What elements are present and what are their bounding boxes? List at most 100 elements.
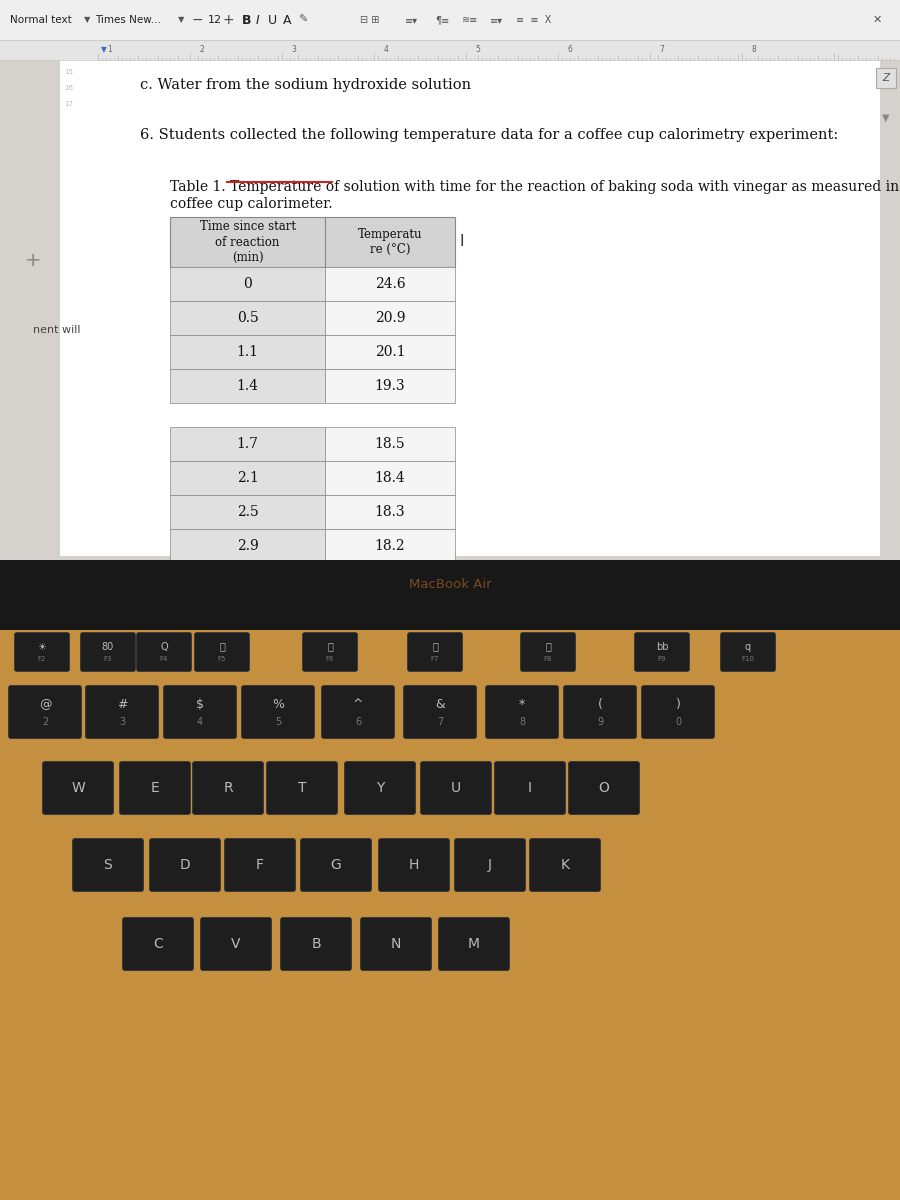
FancyBboxPatch shape (301, 839, 372, 892)
Text: 5: 5 (475, 46, 481, 54)
Text: Times New...: Times New... (95, 14, 161, 25)
Text: 7: 7 (436, 716, 443, 727)
Text: a. Calculate ΔT and show your work.  b. Is the: a. Calculate ΔT and show your work. b. I… (170, 619, 513, 634)
Text: 4: 4 (197, 716, 203, 727)
Text: 9: 9 (597, 716, 603, 727)
Text: ≡  ≡  X: ≡ ≡ X (516, 14, 552, 25)
Text: C: C (153, 937, 163, 950)
Text: Time since start
of reaction
(min): Time since start of reaction (min) (200, 221, 295, 264)
Text: 4: 4 (383, 46, 389, 54)
Text: ¶≡: ¶≡ (435, 14, 449, 25)
Text: ≡▾: ≡▾ (405, 14, 418, 25)
Text: #: # (117, 698, 127, 710)
Text: 6: 6 (568, 46, 572, 54)
Text: 2: 2 (42, 716, 48, 727)
Text: 20.9: 20.9 (374, 311, 405, 325)
Text: 3: 3 (292, 46, 296, 54)
Text: 🎤: 🎤 (219, 642, 225, 652)
Text: B: B (311, 937, 320, 950)
Text: 19.3: 19.3 (374, 379, 405, 392)
FancyBboxPatch shape (73, 839, 143, 892)
FancyBboxPatch shape (42, 762, 113, 815)
Bar (325, 427, 455, 461)
Text: 1.1: 1.1 (237, 346, 258, 359)
Text: R: R (223, 781, 233, 794)
Text: H: H (409, 858, 419, 872)
FancyBboxPatch shape (281, 918, 352, 971)
Text: G: G (330, 858, 341, 872)
FancyBboxPatch shape (224, 839, 295, 892)
Bar (325, 494, 455, 529)
FancyBboxPatch shape (379, 839, 449, 892)
Text: 18.3: 18.3 (374, 505, 405, 518)
Text: O: O (598, 781, 609, 794)
Text: 5: 5 (274, 716, 281, 727)
Text: F10: F10 (742, 656, 754, 662)
Bar (325, 529, 455, 563)
FancyBboxPatch shape (420, 762, 491, 815)
Text: ⏭: ⏭ (432, 642, 438, 652)
Text: 6. Students collected the following temperature data for a coffee cup calorimetr: 6. Students collected the following temp… (140, 128, 838, 142)
Text: 🌙: 🌙 (327, 642, 333, 652)
Text: F7: F7 (431, 656, 439, 662)
Text: M: M (468, 937, 480, 950)
Text: &: & (435, 698, 445, 710)
Text: 6: 6 (355, 716, 361, 727)
Text: 16: 16 (64, 85, 73, 91)
Bar (325, 301, 455, 335)
Text: A: A (283, 13, 292, 26)
Text: ▼: ▼ (101, 46, 107, 54)
Text: T: T (298, 781, 306, 794)
FancyBboxPatch shape (321, 685, 394, 738)
Text: ▼: ▼ (178, 16, 184, 24)
Bar (0, 0, 900, 560)
Bar (170, 370, 325, 403)
Text: Z: Z (882, 73, 889, 83)
Text: ≡▾: ≡▾ (490, 14, 503, 25)
FancyBboxPatch shape (454, 839, 526, 892)
Text: V: V (231, 937, 241, 950)
Text: 17: 17 (64, 101, 73, 107)
Text: 18.5: 18.5 (374, 437, 405, 451)
Text: @: @ (39, 698, 51, 710)
Text: 1.4: 1.4 (237, 379, 258, 392)
Text: F: F (256, 858, 264, 872)
Text: D: D (180, 858, 191, 872)
FancyBboxPatch shape (361, 918, 431, 971)
Text: 0.5: 0.5 (237, 311, 258, 325)
Bar (325, 370, 455, 403)
FancyBboxPatch shape (137, 632, 192, 672)
Text: 2.5: 2.5 (237, 505, 258, 518)
Text: 18.4: 18.4 (374, 572, 405, 587)
Bar (170, 217, 455, 266)
FancyBboxPatch shape (438, 918, 509, 971)
Text: 8: 8 (752, 46, 756, 54)
Text: 20.1: 20.1 (374, 346, 405, 359)
Text: B: B (242, 13, 251, 26)
Text: ⏯: ⏯ (545, 642, 551, 652)
Text: 80: 80 (102, 642, 114, 652)
Text: 1: 1 (108, 46, 112, 54)
FancyBboxPatch shape (149, 839, 220, 892)
FancyBboxPatch shape (193, 762, 264, 815)
Text: F6: F6 (326, 656, 334, 662)
Bar (170, 301, 325, 335)
Text: ): ) (676, 698, 680, 710)
Text: ☀: ☀ (38, 642, 47, 652)
Text: U: U (268, 13, 277, 26)
Text: $: $ (196, 698, 204, 710)
Text: ⊟ ⊞: ⊟ ⊞ (360, 14, 380, 25)
FancyBboxPatch shape (494, 762, 565, 815)
Bar (170, 494, 325, 529)
Text: +: + (25, 251, 41, 270)
FancyBboxPatch shape (408, 632, 463, 672)
Text: bb: bb (656, 642, 668, 652)
Text: ✎: ✎ (298, 14, 308, 25)
Bar (170, 563, 325, 596)
Text: 12: 12 (208, 14, 222, 25)
FancyBboxPatch shape (721, 632, 776, 672)
Text: ≋≡: ≋≡ (462, 14, 478, 25)
Text: Temperatu
re (°C): Temperatu re (°C) (358, 228, 422, 256)
Text: q: q (745, 642, 751, 652)
Bar (325, 563, 455, 596)
